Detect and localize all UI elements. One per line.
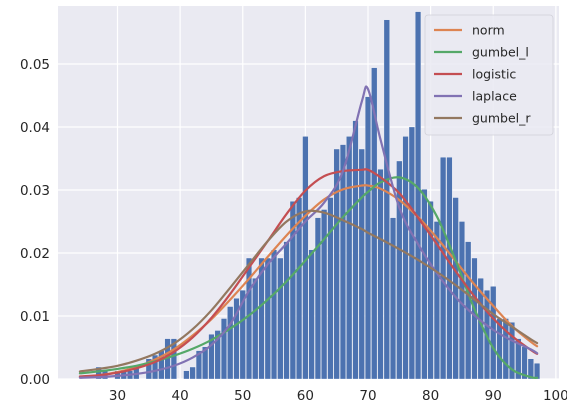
histogram-bar	[189, 366, 196, 380]
x-tick-label: 40	[172, 388, 189, 404]
histogram-bar	[289, 201, 296, 380]
histogram-bar	[352, 120, 359, 380]
histogram-bar	[515, 338, 522, 380]
histogram-bar	[339, 144, 346, 380]
legend-entry: logistic	[434, 67, 516, 82]
histogram-bar	[377, 169, 384, 380]
histogram-bar	[252, 278, 259, 380]
histogram-bar	[358, 148, 365, 380]
histogram-bar	[471, 257, 478, 380]
legend-label: laplace	[472, 89, 517, 104]
histogram-bar	[421, 189, 428, 380]
x-tick-label: 100	[543, 388, 567, 404]
y-tick-label: 0.03	[20, 183, 50, 199]
histogram-bar	[202, 346, 209, 380]
histogram-bar	[490, 286, 497, 380]
histogram-bar	[227, 306, 234, 380]
histogram-bar	[433, 221, 440, 380]
histogram-bar	[271, 249, 278, 380]
histogram-bar	[277, 257, 284, 380]
fitted-curves	[78, 85, 539, 379]
y-tick-label: 0.02	[20, 246, 50, 262]
curve-logistic	[78, 168, 539, 378]
y-tick-label: 0.01	[20, 309, 50, 325]
histogram-bar	[371, 67, 378, 380]
histogram-bar	[214, 330, 221, 380]
x-tick-label: 80	[422, 388, 439, 404]
histogram-bar	[283, 241, 290, 380]
legend-label: gumbel_l	[472, 45, 529, 60]
y-tick-label: 0.00	[20, 372, 50, 388]
histogram-bar	[233, 298, 240, 380]
histogram-bar	[220, 318, 227, 380]
legend-label: norm	[472, 23, 505, 38]
x-tick-label: 60	[297, 388, 314, 404]
curve-gumbel-r	[78, 209, 539, 373]
legend-entry: laplace	[434, 89, 517, 104]
histogram-bar	[365, 96, 371, 380]
histogram-bar	[408, 126, 415, 380]
histogram-bar	[258, 257, 265, 380]
legend-label: gumbel_r	[472, 111, 531, 126]
y-tick-label: 0.04	[20, 120, 50, 136]
legend-entry: norm	[434, 23, 505, 38]
x-axis-ticks: 30 40 50 60 70 80 90 100	[109, 388, 567, 404]
curve-norm	[78, 184, 539, 379]
histogram-bar	[509, 322, 515, 380]
histogram-bar	[527, 358, 534, 380]
legend: norm gumbel_l logistic laplace gumbel_r	[424, 14, 554, 136]
histogram-bar	[452, 197, 459, 380]
histogram-bar	[346, 136, 353, 380]
legend-box	[424, 14, 554, 136]
histogram-bar	[170, 338, 177, 380]
histogram-bar	[152, 354, 159, 380]
curve-laplace	[78, 85, 539, 379]
histogram-bar	[208, 334, 215, 380]
x-tick-label: 30	[109, 388, 126, 404]
x-tick-label: 50	[234, 388, 251, 404]
histogram-bar	[264, 257, 271, 380]
histogram-bar	[415, 11, 422, 380]
legend-entry: gumbel_r	[434, 111, 531, 126]
x-tick-label: 90	[485, 388, 502, 404]
histogram-bar	[440, 157, 447, 380]
histogram-bar	[390, 217, 397, 380]
histogram-bar	[145, 358, 152, 380]
histogram-bar	[427, 201, 434, 380]
histogram-bar	[402, 136, 409, 380]
histogram-bar	[239, 290, 246, 380]
y-tick-label: 0.05	[20, 57, 50, 73]
histogram-bars	[95, 11, 541, 380]
histogram-bar	[95, 366, 102, 380]
histogram-bar	[308, 249, 315, 380]
x-tick-label: 70	[359, 388, 376, 404]
histogram-bar	[195, 350, 202, 380]
legend-entry: gumbel_l	[434, 45, 529, 60]
histogram-bar	[534, 363, 541, 380]
y-axis-ticks: 0.00 0.01 0.02 0.03 0.04 0.05	[20, 57, 50, 388]
histogram-bar	[183, 370, 190, 380]
histogram-bar	[383, 19, 390, 380]
histogram-bar	[321, 209, 328, 380]
legend-label: logistic	[472, 67, 516, 82]
histogram-bar	[333, 148, 340, 380]
histogram-bar	[396, 160, 403, 380]
histogram-bar	[446, 157, 453, 380]
histogram-bar	[327, 197, 334, 380]
histogram-bar	[314, 217, 321, 380]
